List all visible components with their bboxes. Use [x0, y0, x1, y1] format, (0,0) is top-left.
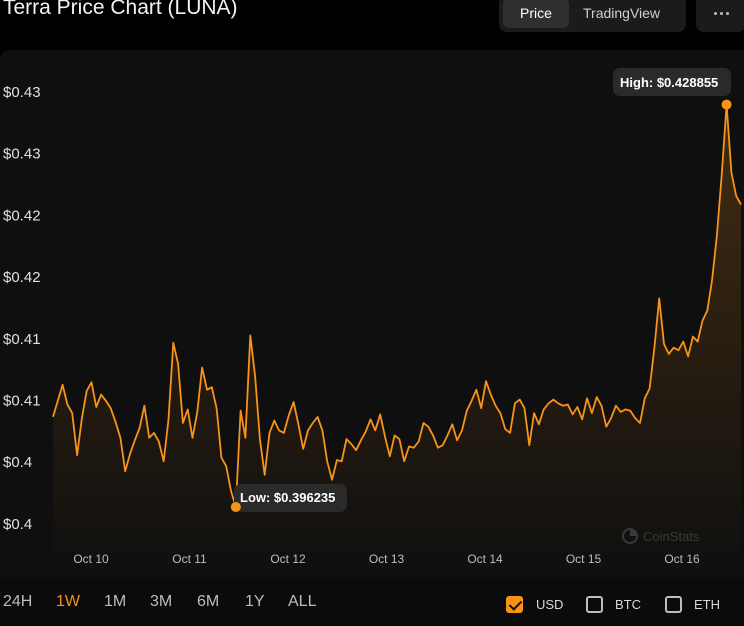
eth-label: ETH	[694, 597, 720, 612]
high-label: High: $0.428855	[620, 75, 718, 90]
range-1m[interactable]: 1M	[104, 593, 127, 610]
y-tick-label: $0.42	[3, 207, 41, 224]
usd-label: USD	[536, 597, 564, 612]
chart-view-tabs: Price TradingView	[499, 0, 686, 32]
watermark-text: CoinStats	[643, 529, 700, 544]
range-1w[interactable]: 1W	[56, 593, 80, 610]
more-options-button[interactable]	[696, 0, 744, 32]
range-all[interactable]: ALL	[288, 593, 317, 610]
more-horizontal-icon-dot	[725, 11, 729, 15]
btc-label: BTC	[615, 597, 641, 612]
y-tick-label: $0.43	[3, 84, 41, 101]
usd-checkbox[interactable]	[506, 596, 523, 613]
y-tick-label: $0.4	[3, 454, 32, 471]
btc-checkbox[interactable]	[586, 596, 603, 613]
tab-tradingview[interactable]: TradingView	[583, 5, 661, 21]
y-tick-label: $0.41	[3, 331, 41, 348]
high-tooltip	[613, 68, 731, 96]
range-3m[interactable]: 3M	[150, 593, 173, 610]
low-point	[230, 501, 241, 512]
tab-price[interactable]: Price	[503, 0, 569, 28]
low-label: Low: $0.396235	[240, 490, 335, 505]
low-tooltip	[234, 484, 347, 512]
y-tick-label: $0.42	[3, 269, 41, 286]
range-6m[interactable]: 6M	[197, 593, 220, 610]
y-tick-label: $0.43	[3, 146, 41, 163]
more-horizontal-icon	[713, 11, 717, 15]
chart-footer	[0, 578, 744, 626]
high-point	[721, 99, 732, 110]
range-24h[interactable]: 24H	[3, 593, 33, 610]
y-tick-label: $0.4	[3, 516, 32, 533]
y-tick-label: $0.41	[3, 393, 41, 410]
high-marker: High: $0.428855	[613, 68, 732, 110]
eth-checkbox[interactable]	[665, 596, 682, 613]
price-area-fill	[53, 104, 741, 578]
price-chart: $0.43$0.43$0.42$0.42$0.41$0.41$0.4$0.4 O…	[3, 68, 742, 578]
watermark: CoinStats	[622, 528, 700, 544]
range-1y[interactable]: 1Y	[245, 593, 265, 610]
price-line	[52, 103, 742, 508]
page-title: Terra Price Chart (LUNA)	[3, 0, 238, 19]
more-horizontal-icon-dot	[719, 11, 723, 15]
low-marker: Low: $0.396235	[230, 484, 347, 512]
